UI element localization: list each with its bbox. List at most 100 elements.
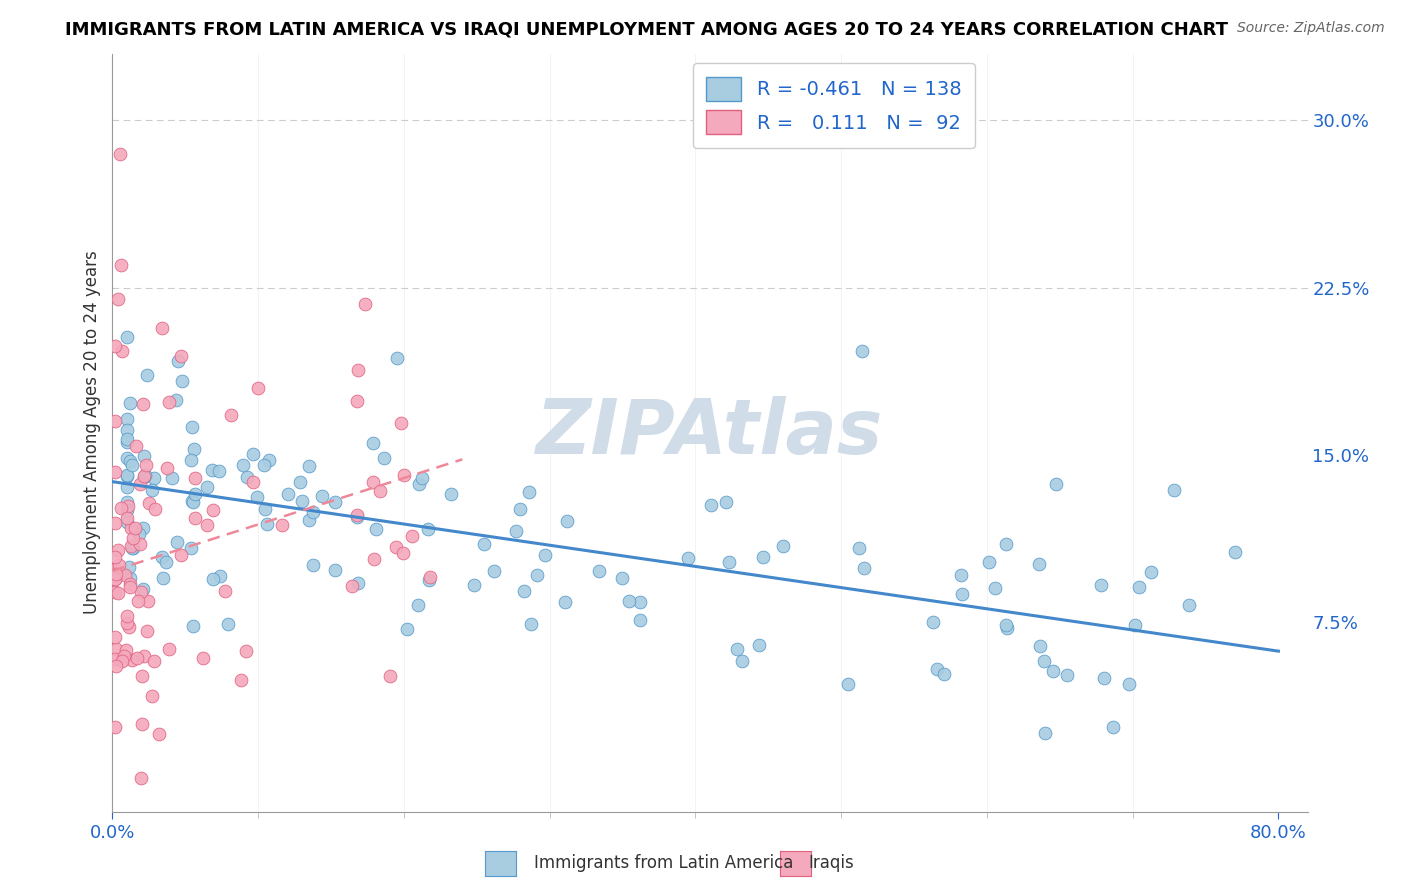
Point	[346, 509, 368, 524]
Point	[628, 613, 651, 627]
Point	[112, 649, 135, 664]
Point	[104, 585, 127, 599]
Point	[246, 490, 269, 504]
Point	[115, 432, 138, 446]
Point	[236, 470, 259, 484]
Point	[1177, 598, 1199, 612]
Point	[195, 517, 218, 532]
Point	[142, 471, 165, 485]
Point	[209, 569, 232, 583]
Point	[197, 480, 219, 494]
Point	[851, 344, 873, 359]
Point	[392, 546, 415, 560]
Point	[180, 541, 202, 555]
Legend: R = -0.461   N = 138, R =   0.111   N =  92: R = -0.461 N = 138, R = 0.111 N = 92	[693, 63, 976, 148]
Point	[512, 583, 534, 598]
Point	[118, 396, 141, 410]
Point	[277, 487, 299, 501]
Point	[389, 416, 412, 430]
Point	[401, 529, 423, 543]
Point	[118, 560, 141, 574]
Text: IMMIGRANTS FROM LATIN AMERICA VS IRAQI UNEMPLOYMENT AMONG AGES 20 TO 24 YEARS CO: IMMIGRANTS FROM LATIN AMERICA VS IRAQI U…	[65, 21, 1229, 38]
Point	[837, 677, 859, 691]
Point	[166, 353, 188, 368]
Point	[201, 463, 224, 477]
Point	[208, 464, 231, 478]
Point	[115, 643, 138, 657]
Point	[115, 503, 138, 517]
Point	[751, 549, 773, 564]
Point	[346, 394, 368, 409]
Point	[136, 624, 159, 638]
Point	[120, 571, 142, 585]
Point	[120, 576, 142, 591]
Point	[406, 598, 429, 612]
Point	[138, 496, 160, 510]
Point	[170, 349, 193, 363]
Point	[165, 393, 187, 408]
Point	[131, 771, 153, 786]
Point	[131, 397, 153, 411]
Point	[1163, 483, 1185, 497]
Point	[748, 638, 770, 652]
Point	[396, 623, 419, 637]
Point	[253, 458, 276, 472]
Point	[115, 609, 138, 624]
Point	[170, 375, 193, 389]
Point	[217, 617, 239, 632]
Point	[183, 442, 205, 456]
Point	[242, 447, 264, 461]
Point	[120, 521, 142, 535]
Point	[124, 520, 146, 534]
Point	[1118, 676, 1140, 690]
Point	[1123, 618, 1146, 632]
Point	[108, 147, 131, 161]
Point	[110, 500, 132, 515]
Point	[156, 460, 179, 475]
Point	[242, 475, 264, 489]
Point	[152, 571, 174, 585]
Point	[104, 630, 127, 644]
Point	[181, 494, 204, 508]
Point	[526, 567, 548, 582]
Point	[115, 423, 138, 437]
Point	[463, 578, 485, 592]
Point	[118, 620, 141, 634]
Point	[104, 572, 127, 586]
Point	[141, 689, 163, 703]
Point	[104, 516, 127, 531]
Point	[157, 641, 180, 656]
Point	[361, 435, 384, 450]
Point	[134, 449, 156, 463]
Point	[202, 573, 225, 587]
Point	[104, 720, 127, 734]
Point	[104, 566, 127, 581]
Point	[104, 572, 127, 586]
Point	[117, 616, 139, 631]
Point	[128, 527, 150, 541]
Point	[270, 518, 292, 533]
Point	[392, 468, 415, 483]
Point	[363, 552, 385, 566]
Point	[699, 498, 721, 512]
Point	[184, 486, 207, 500]
Point	[1042, 665, 1064, 679]
Point	[235, 644, 257, 658]
Point	[554, 594, 576, 608]
Point	[122, 531, 145, 545]
Point	[256, 517, 278, 532]
Point	[127, 593, 149, 607]
Point	[346, 508, 368, 522]
Point	[1033, 726, 1056, 740]
Point	[125, 439, 148, 453]
Point	[346, 576, 368, 591]
Point	[725, 642, 748, 657]
Point	[131, 669, 153, 683]
Point	[482, 564, 505, 578]
Point	[716, 495, 738, 509]
Point	[257, 453, 280, 467]
Point	[134, 467, 156, 482]
Point	[922, 615, 945, 630]
Point	[1045, 477, 1067, 491]
Point	[134, 469, 156, 483]
